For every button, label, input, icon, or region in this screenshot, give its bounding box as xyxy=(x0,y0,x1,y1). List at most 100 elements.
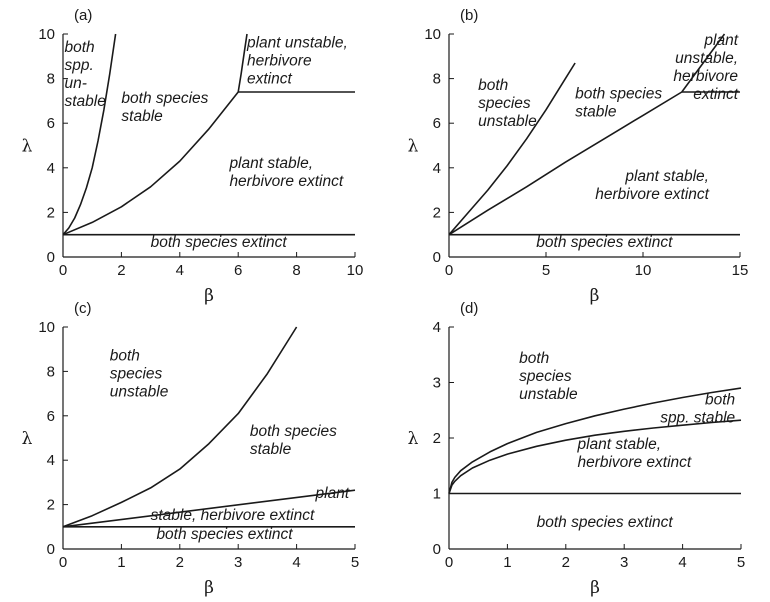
region-label: both species extinct xyxy=(151,234,288,251)
region-label: both species extinct xyxy=(536,234,673,251)
y-axis-label: λ xyxy=(22,429,33,449)
x-tick-label: 1 xyxy=(117,554,125,571)
panel-label: (c) xyxy=(74,300,92,317)
region-label-line: both xyxy=(110,347,140,364)
region-label: stable, herbivore extinct xyxy=(151,507,315,524)
region-label-line: extinct xyxy=(693,86,738,103)
x-tick-label: 5 xyxy=(542,262,550,279)
y-tick-label: 10 xyxy=(424,26,441,43)
region-label-line: species xyxy=(110,365,163,382)
region-label-line: both xyxy=(519,350,549,367)
y-axis-label: λ xyxy=(408,137,419,157)
x-tick-label: 10 xyxy=(635,262,652,279)
region-label-line: species xyxy=(519,368,572,385)
boundary-line-2 xyxy=(448,419,742,494)
panel-label: (d) xyxy=(460,300,478,317)
x-tick-label: 5 xyxy=(351,554,359,571)
region-label: both species unstable xyxy=(519,350,578,403)
x-tick-label: 2 xyxy=(117,262,125,279)
boundary-line-2 xyxy=(448,33,726,236)
x-tick-label: 4 xyxy=(176,262,184,279)
region-label-line: both species xyxy=(575,86,662,103)
region-label-line: stable xyxy=(575,104,617,121)
region-label-line: stable xyxy=(121,108,163,125)
x-axis-label: β xyxy=(590,578,600,598)
region-label: plant stable, herbivore extinct xyxy=(576,436,691,471)
y-tick-label: 6 xyxy=(433,115,441,132)
region-label: both species unstable xyxy=(478,77,537,130)
x-axis-label: β xyxy=(590,286,600,306)
region-label: both species unstable xyxy=(110,347,169,400)
region-label-line: herbivore xyxy=(247,52,312,69)
region-label-line: spp. xyxy=(64,57,93,74)
region-label: plant stable, herbivore extinct xyxy=(228,155,343,190)
region-label-line: herbivore extinct xyxy=(577,454,691,471)
region-label-line: extinct xyxy=(247,70,292,87)
region-label: plant unstable, herbivore extinct xyxy=(673,32,738,103)
region-label-line: both species xyxy=(121,90,208,107)
y-tick-label: 3 xyxy=(433,375,441,392)
region-label-line: stable, herbivore extinct xyxy=(151,507,315,524)
region-label-line: plant xyxy=(703,32,738,49)
region-label-line: plant stable, xyxy=(228,155,313,172)
region-label-line: both species extinct xyxy=(536,234,673,251)
x-tick-label: 2 xyxy=(562,554,570,571)
boundary-line-1 xyxy=(448,62,576,236)
x-tick-label: 5 xyxy=(737,554,745,571)
region-label-line: stable xyxy=(250,441,292,458)
region-label-line: plant stable, xyxy=(624,168,709,185)
region-label-line: unstable xyxy=(519,386,578,403)
region-label: both species stable xyxy=(250,423,337,458)
region-label: plant xyxy=(315,485,350,502)
y-tick-label: 4 xyxy=(47,160,55,177)
y-tick-label: 0 xyxy=(433,541,441,558)
x-tick-label: 4 xyxy=(292,554,300,571)
y-tick-label: 2 xyxy=(47,204,55,221)
y-tick-label: 4 xyxy=(433,160,441,177)
y-tick-label: 2 xyxy=(433,430,441,447)
region-label-line: unstable, xyxy=(675,50,738,67)
x-tick-label: 10 xyxy=(347,262,364,279)
region-label-line: both species extinct xyxy=(156,526,293,543)
region-label: plant stable, herbivore extinct xyxy=(595,168,709,203)
region-label-line: both xyxy=(705,392,735,409)
y-tick-label: 6 xyxy=(47,115,55,132)
x-tick-label: 15 xyxy=(732,262,749,279)
y-tick-label: 8 xyxy=(433,71,441,88)
y-tick-label: 10 xyxy=(38,26,55,43)
region-label-line: both xyxy=(478,77,508,94)
x-tick-label: 0 xyxy=(445,554,453,571)
region-label-line: both species extinct xyxy=(151,234,288,251)
x-tick-label: 4 xyxy=(678,554,686,571)
region-label: both species stable xyxy=(575,86,662,121)
region-label-line: unstable xyxy=(478,113,537,130)
x-tick-label: 8 xyxy=(292,262,300,279)
x-tick-label: 3 xyxy=(620,554,628,571)
y-tick-label: 8 xyxy=(47,71,55,88)
y-tick-label: 1 xyxy=(433,486,441,503)
y-tick-label: 6 xyxy=(47,408,55,425)
y-tick-label: 4 xyxy=(47,452,55,469)
boundary-line-1 xyxy=(448,387,742,494)
y-tick-label: 0 xyxy=(47,541,55,558)
region-label-line: stable xyxy=(64,93,106,110)
region-label-line: unstable xyxy=(110,383,169,400)
x-tick-label: 6 xyxy=(234,262,242,279)
region-label: plant unstable, herbivore extinct xyxy=(246,34,348,87)
y-tick-label: 10 xyxy=(38,319,55,336)
region-label-line: both xyxy=(64,39,94,56)
x-tick-label: 3 xyxy=(234,554,242,571)
boundary-line-2 xyxy=(62,489,356,528)
region-label-line: herbivore extinct xyxy=(595,186,709,203)
region-label-line: species xyxy=(478,95,531,112)
y-tick-label: 2 xyxy=(47,497,55,514)
y-tick-label: 2 xyxy=(433,204,441,221)
boundary-line-2 xyxy=(62,91,239,236)
boundary-line-3 xyxy=(237,33,248,93)
region-label-line: both species xyxy=(250,423,337,440)
region-label-line: plant unstable, xyxy=(246,34,348,51)
